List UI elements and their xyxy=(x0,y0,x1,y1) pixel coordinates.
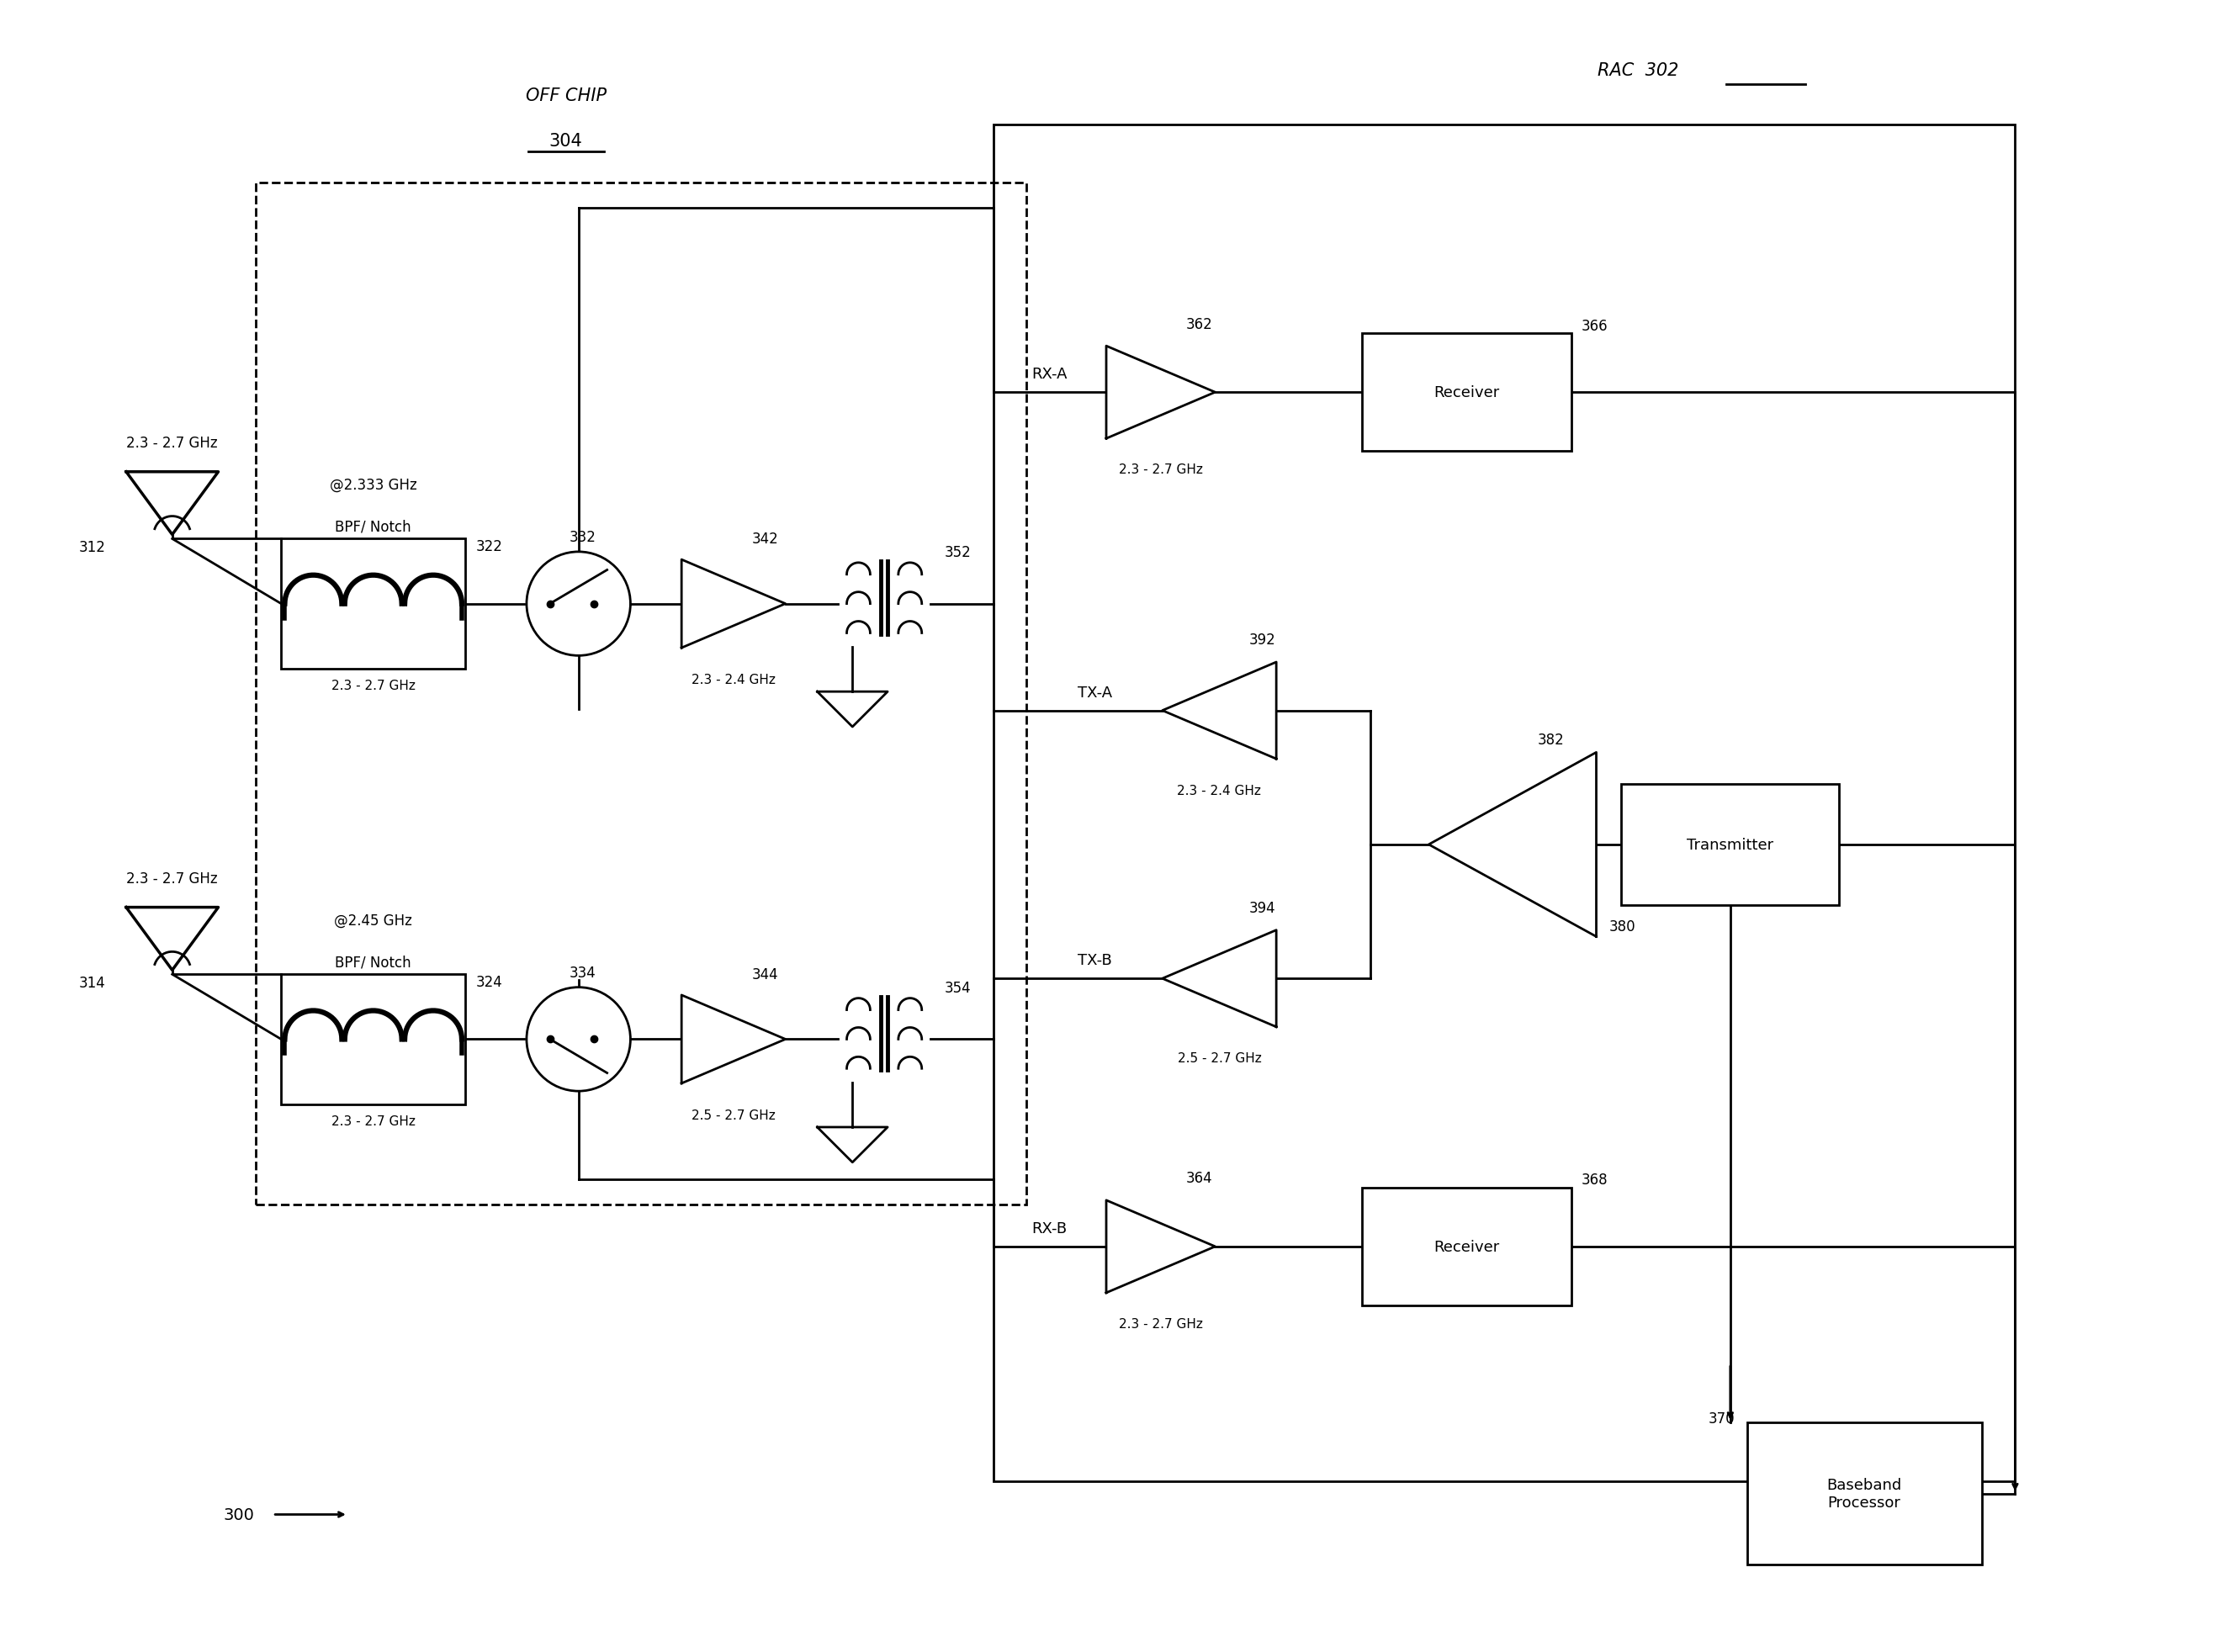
Text: 364: 364 xyxy=(1185,1171,1212,1186)
Circle shape xyxy=(527,988,631,1092)
Text: 2.3 - 2.7 GHz: 2.3 - 2.7 GHz xyxy=(126,436,217,451)
Text: 332: 332 xyxy=(569,530,596,545)
Text: Baseband
Processor: Baseband Processor xyxy=(1827,1477,1903,1510)
Text: 334: 334 xyxy=(569,965,596,980)
Polygon shape xyxy=(682,996,786,1084)
Bar xyxy=(281,975,465,1104)
Text: 2.3 - 2.7 GHz: 2.3 - 2.7 GHz xyxy=(1119,1317,1203,1330)
Text: RX-B: RX-B xyxy=(1032,1221,1068,1236)
Text: 344: 344 xyxy=(751,966,777,981)
Text: 2.5 - 2.7 GHz: 2.5 - 2.7 GHz xyxy=(1178,1052,1260,1064)
Text: 2.3 - 2.7 GHz: 2.3 - 2.7 GHz xyxy=(126,871,217,885)
Polygon shape xyxy=(1105,347,1216,439)
Text: 2.5 - 2.7 GHz: 2.5 - 2.7 GHz xyxy=(691,1108,775,1122)
Bar xyxy=(1748,1422,1982,1564)
Text: 304: 304 xyxy=(549,134,583,150)
Text: BPF/ Notch: BPF/ Notch xyxy=(334,519,412,534)
Circle shape xyxy=(527,552,631,656)
Text: 2.3 - 2.7 GHz: 2.3 - 2.7 GHz xyxy=(332,1115,414,1127)
Text: 300: 300 xyxy=(224,1507,255,1523)
Text: 322: 322 xyxy=(476,539,503,555)
Text: 380: 380 xyxy=(1608,919,1635,933)
Polygon shape xyxy=(1163,930,1276,1028)
Text: 368: 368 xyxy=(1582,1173,1608,1188)
Text: 2.3 - 2.4 GHz: 2.3 - 2.4 GHz xyxy=(691,674,775,686)
Polygon shape xyxy=(1163,662,1276,760)
Text: RAC  302: RAC 302 xyxy=(1597,63,1679,79)
Bar xyxy=(1362,1188,1570,1305)
Text: TX-A: TX-A xyxy=(1076,686,1112,700)
Text: Receiver: Receiver xyxy=(1433,385,1500,400)
Text: 354: 354 xyxy=(944,980,970,995)
Polygon shape xyxy=(1105,1201,1216,1294)
Bar xyxy=(1362,334,1570,451)
Text: Receiver: Receiver xyxy=(1433,1239,1500,1254)
Text: @2.333 GHz: @2.333 GHz xyxy=(330,477,416,492)
Text: 394: 394 xyxy=(1249,900,1276,915)
Text: 392: 392 xyxy=(1249,633,1276,648)
Text: 362: 362 xyxy=(1185,317,1212,332)
Text: Transmitter: Transmitter xyxy=(1688,838,1774,852)
Bar xyxy=(1621,785,1838,905)
Bar xyxy=(257,183,1028,1204)
Text: 312: 312 xyxy=(78,540,106,555)
Polygon shape xyxy=(1429,753,1597,937)
Text: 352: 352 xyxy=(944,545,972,560)
Text: 382: 382 xyxy=(1537,732,1564,748)
Text: OFF CHIP: OFF CHIP xyxy=(525,88,607,104)
Text: 2.3 - 2.7 GHz: 2.3 - 2.7 GHz xyxy=(1119,464,1203,476)
Text: 324: 324 xyxy=(476,975,503,990)
Text: RX-A: RX-A xyxy=(1032,367,1068,382)
Bar xyxy=(281,539,465,669)
Text: BPF/ Notch: BPF/ Notch xyxy=(334,955,412,970)
Text: TX-B: TX-B xyxy=(1076,953,1112,968)
Polygon shape xyxy=(682,560,786,648)
Text: 2.3 - 2.7 GHz: 2.3 - 2.7 GHz xyxy=(332,679,414,692)
Text: 314: 314 xyxy=(78,975,106,991)
Text: 2.3 - 2.4 GHz: 2.3 - 2.4 GHz xyxy=(1178,785,1260,796)
Text: @2.45 GHz: @2.45 GHz xyxy=(334,912,412,928)
Text: 342: 342 xyxy=(751,532,780,547)
Text: 370: 370 xyxy=(1708,1411,1734,1426)
Text: 366: 366 xyxy=(1582,319,1608,334)
Bar xyxy=(992,126,2016,1482)
